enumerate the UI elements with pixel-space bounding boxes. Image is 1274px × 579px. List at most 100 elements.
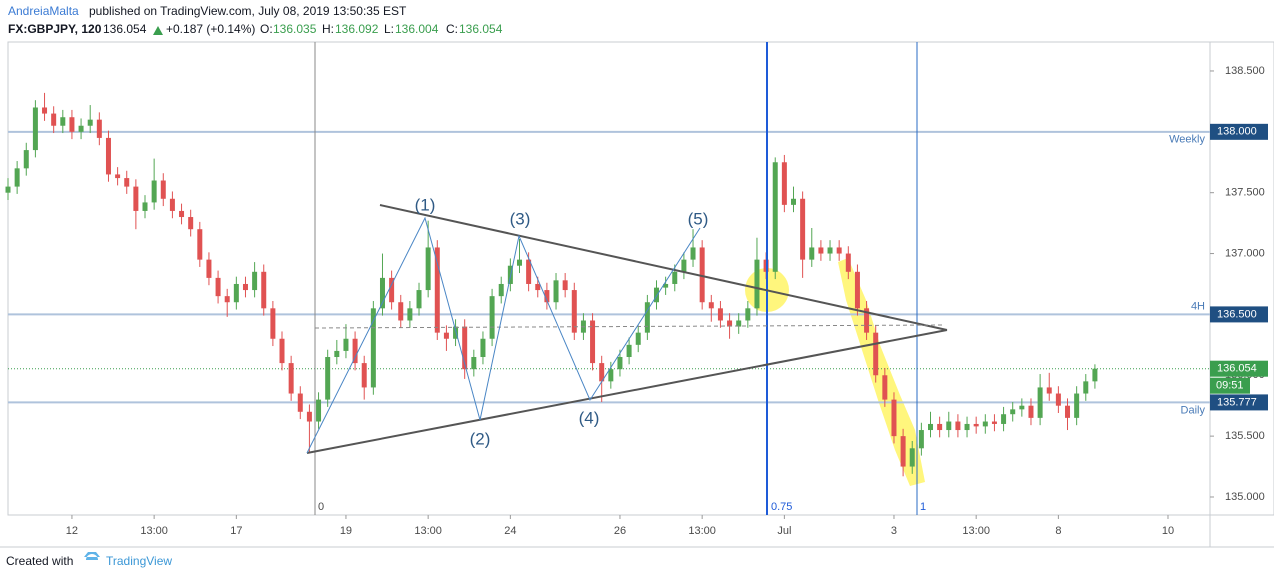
candle-body <box>407 308 413 321</box>
candle-body <box>964 423 970 431</box>
candle-body <box>845 253 851 272</box>
candle-body <box>379 277 385 309</box>
candle-body <box>96 119 102 138</box>
dashed-line <box>314 324 946 329</box>
y-tick-label: 137.500 <box>1225 187 1265 199</box>
candle-body <box>1046 387 1052 394</box>
triangle-lower <box>306 329 948 454</box>
wave-line <box>306 216 701 454</box>
candle-body <box>955 421 961 431</box>
x-tick-label: Jul <box>777 525 791 537</box>
candle-body <box>115 174 121 179</box>
candle-body <box>635 332 641 345</box>
candle-body <box>781 162 787 205</box>
candle-body <box>535 283 541 291</box>
x-tick-label: 13:00 <box>414 525 442 537</box>
candle-body <box>462 326 468 370</box>
candle-body <box>928 423 934 431</box>
countdown: 09:51 <box>1216 380 1244 392</box>
open: 136.035 <box>273 22 317 36</box>
x-tick-label: 26 <box>614 525 626 537</box>
fib-label: 1 <box>920 501 926 513</box>
close: 136.054 <box>459 22 503 36</box>
frame <box>7 41 1274 516</box>
candle-body <box>453 326 459 339</box>
candle-body <box>1037 387 1043 418</box>
h-label: H: <box>322 22 334 36</box>
c-label: C: <box>446 22 458 36</box>
level-name: 4H <box>1191 300 1205 312</box>
low: 136.004 <box>395 22 439 36</box>
high: 136.092 <box>335 22 379 36</box>
x-tick-label: 17 <box>230 525 242 537</box>
candle-body <box>599 363 605 382</box>
candle-body <box>672 271 678 284</box>
candle-body <box>626 344 632 358</box>
candle-body <box>1092 368 1098 382</box>
candle-body <box>516 259 522 266</box>
candle-body <box>32 107 38 151</box>
candle-body <box>252 271 258 291</box>
candle-body <box>169 198 175 211</box>
candle-body <box>197 229 203 260</box>
candle-body <box>133 186 139 211</box>
candle-body <box>480 338 486 358</box>
candle-body <box>708 302 714 309</box>
y-tick-label: 138.500 <box>1225 65 1265 77</box>
up-arrow <box>153 26 163 35</box>
candle-body <box>882 375 888 400</box>
candle-body <box>699 247 705 303</box>
candle-body <box>398 302 404 321</box>
candle-body <box>316 399 322 422</box>
l-label: L: <box>384 22 394 36</box>
candle-body <box>754 259 760 309</box>
candle-body <box>206 259 212 278</box>
candle-body <box>973 423 979 427</box>
y-tick-label: 135.500 <box>1225 430 1265 442</box>
candle-body <box>1065 405 1071 418</box>
candle-body <box>827 247 833 254</box>
axes: 135.000135.500136.000136.500137.000137.5… <box>66 65 1268 537</box>
level-name: Weekly <box>1169 134 1205 146</box>
level-label: 136.500 <box>1217 308 1257 320</box>
candle-body <box>1083 381 1089 394</box>
candle-body <box>188 217 194 230</box>
candle-body <box>690 247 696 260</box>
candle-body <box>836 247 842 254</box>
candle-body <box>946 421 952 431</box>
candle-body <box>489 296 495 339</box>
x-tick-label: 19 <box>340 525 352 537</box>
candles <box>5 92 1098 477</box>
last-price-label: 136.054 <box>1217 363 1257 375</box>
candle-body <box>1028 405 1034 418</box>
candle-body <box>791 198 797 205</box>
candle-body <box>370 308 376 388</box>
level-label: 138.000 <box>1217 126 1257 138</box>
x-tick-label: 10 <box>1162 525 1174 537</box>
wave-label: (4) <box>579 408 600 427</box>
candle-body <box>553 280 559 303</box>
x-tick-label: 3 <box>891 525 897 537</box>
candle-body <box>991 421 997 424</box>
brand[interactable]: TradingView <box>106 554 172 568</box>
candle-body <box>60 117 66 126</box>
wave-label: (3) <box>510 209 531 228</box>
level-box <box>1210 306 1268 323</box>
candle-body <box>891 399 897 437</box>
author[interactable]: AndreiaMalta <box>8 4 79 18</box>
candle-body <box>142 202 148 211</box>
candle-body <box>772 162 778 272</box>
candle-body <box>590 320 596 364</box>
candle-body <box>544 290 550 303</box>
candle-body <box>818 247 824 254</box>
candle-body <box>1010 409 1016 415</box>
symbol: FX:GBPJPY, 120 <box>8 22 102 36</box>
candle-body <box>215 277 221 297</box>
candle-body <box>261 271 267 309</box>
candle-body <box>982 421 988 427</box>
candle-body <box>297 393 303 412</box>
wave-label: (5) <box>688 209 709 228</box>
candle-body <box>334 350 340 358</box>
candle-body <box>124 178 130 187</box>
candle-body <box>443 332 449 339</box>
